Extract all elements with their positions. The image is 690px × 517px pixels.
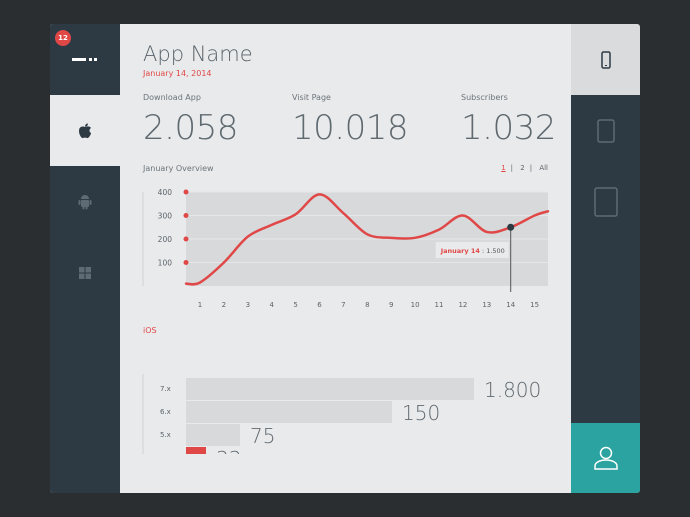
android-icon [78, 194, 92, 209]
stat-label: Subscribers [461, 93, 508, 102]
x-tick-label: 1 [198, 301, 202, 309]
pager-sep: | [529, 164, 533, 172]
page-date: January 14, 2014 [143, 69, 212, 78]
tooltip-box [435, 242, 509, 258]
line-chart-title: January Overview [143, 164, 214, 173]
x-tick-label: 15 [530, 301, 539, 309]
tooltip-value: : 1.500 [480, 247, 505, 255]
windows-icon [79, 266, 91, 279]
x-tick-label: 5 [293, 301, 297, 309]
pager-2[interactable]: 2 [520, 164, 525, 172]
main-panel: App Name January 14, 2014 Download App 2.… [120, 24, 571, 493]
stat-subscribers: Subscribers 1.032 [461, 93, 556, 148]
y-tick-dot [183, 213, 189, 218]
bar-value-label: 75 [250, 424, 275, 448]
stat-value: 2.058 [143, 108, 238, 148]
sidebar-item-windows[interactable] [50, 237, 120, 308]
left-sidebar: 12 [50, 24, 120, 493]
right-sidebar [571, 24, 640, 493]
stat-visit-page: Visit Page 10.018 [292, 93, 408, 148]
x-tick-label: 7 [341, 301, 345, 309]
bar [186, 424, 240, 446]
bar [186, 401, 392, 423]
bar-value-label: 150 [402, 401, 440, 425]
bar-category-label: 6.x [160, 408, 171, 416]
stat-label: Download App [143, 93, 201, 102]
bar-category-label: 7.x [160, 385, 171, 393]
notification-badge[interactable]: 12 [55, 30, 71, 46]
pager-sep: | [510, 164, 514, 172]
sidebar-item-apple[interactable] [50, 95, 120, 166]
chart-pager: 1 | 2 | All [496, 164, 548, 172]
y-tick-dot [183, 260, 189, 265]
page-title: App Name [143, 42, 253, 66]
stat-value: 1.032 [461, 108, 556, 148]
x-tick-label: 11 [435, 301, 444, 309]
tooltip-point [507, 223, 515, 231]
phone-icon [600, 50, 611, 69]
bar-value-label: 1.800 [484, 378, 541, 402]
stat-download-app: Download App 2.058 [143, 93, 238, 148]
menu-icon [72, 57, 97, 61]
x-tick-label: 9 [389, 301, 393, 309]
y-tick-label: 100 [158, 259, 173, 268]
bar-value-label: 33 [216, 447, 241, 454]
bar [186, 378, 474, 400]
device-phone-button[interactable] [571, 24, 640, 95]
sidebar-item-android[interactable] [50, 166, 120, 237]
tooltip-text: January 14 : 1.500 [440, 247, 505, 255]
x-tick-label: 14 [506, 301, 515, 309]
stat-value: 10.018 [292, 108, 408, 148]
x-tick-label: 13 [482, 301, 491, 309]
x-tick-label: 3 [246, 301, 250, 309]
bar-category-label: 5.x [160, 431, 171, 439]
bar-chart-title: iOS [143, 326, 157, 335]
y-tick-label: 200 [158, 235, 173, 244]
stat-label: Visit Page [292, 93, 331, 102]
device-tablet-large-button[interactable] [571, 166, 640, 237]
pager-1[interactable]: 1 [501, 164, 506, 172]
x-tick-label: 8 [365, 301, 369, 309]
pager-all[interactable]: All [539, 164, 548, 172]
x-tick-label: 6 [317, 301, 322, 309]
series-line [184, 193, 550, 286]
y-tick-dot [183, 189, 189, 195]
bar [186, 447, 206, 454]
y-tick-label: 300 [158, 212, 173, 221]
tablet-large-icon [593, 186, 618, 217]
y-tick-label: 400 [158, 188, 173, 197]
apple-icon [79, 123, 91, 138]
tablet-icon [596, 118, 615, 143]
user-profile-button[interactable] [571, 423, 640, 493]
user-icon [593, 446, 618, 470]
tooltip-date: January 14 [440, 247, 481, 255]
y-tick-dot [183, 236, 189, 242]
x-tick-label: 10 [411, 301, 420, 309]
x-tick-label: 4 [269, 301, 274, 309]
x-tick-label: 12 [458, 301, 467, 309]
dashboard-window: 12 App Name January 14, 2014 Download Ap… [50, 24, 640, 493]
menu-button[interactable]: 12 [50, 24, 120, 95]
x-tick-label: 2 [222, 301, 226, 309]
device-tablet-small-button[interactable] [571, 95, 640, 166]
